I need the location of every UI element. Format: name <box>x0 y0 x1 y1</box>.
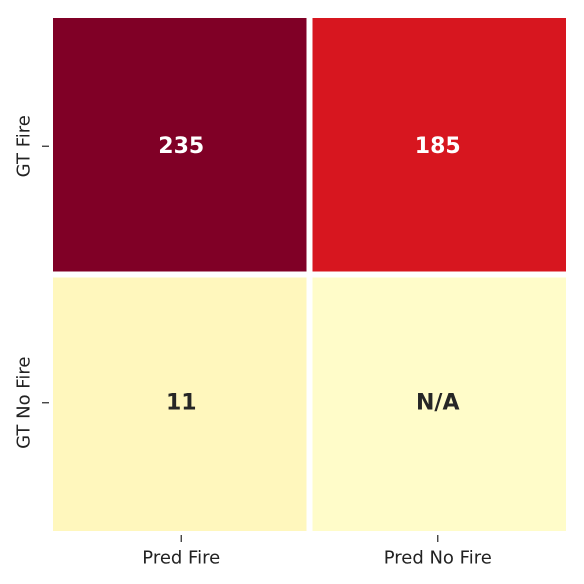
axis-ticks <box>42 145 439 542</box>
heatmap-cell <box>312 277 566 531</box>
axis-tick-labels: Pred Fire Pred No Fire GT Fire GT No Fire <box>14 115 492 568</box>
heatmap-cell <box>53 18 307 272</box>
y-tick-label: GT No Fire <box>14 357 35 449</box>
cell-value-label: 11 <box>166 390 197 415</box>
x-tick-label: Pred No Fire <box>384 548 492 569</box>
y-tick-label: GT Fire <box>14 115 35 177</box>
cell-value-label: 235 <box>158 134 204 159</box>
cell-value-label: 185 <box>415 134 461 159</box>
cell-value-label: N/A <box>416 390 459 415</box>
heatmap-cell <box>312 18 566 272</box>
x-tick-label: Pred Fire <box>142 548 220 569</box>
heatmap-cells: 235 185 11 N/A <box>53 18 566 531</box>
heatmap-cell <box>53 277 307 531</box>
